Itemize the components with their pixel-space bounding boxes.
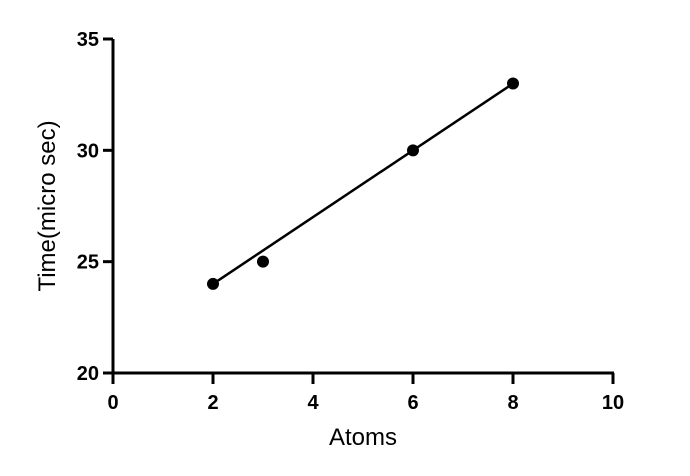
x-tick-label: 10 bbox=[602, 392, 624, 414]
x-tick-label: 8 bbox=[507, 392, 518, 414]
data-points bbox=[207, 77, 519, 290]
fit-line-group bbox=[212, 82, 514, 285]
x-axis-title: Atoms bbox=[329, 424, 397, 451]
data-point bbox=[207, 277, 219, 290]
x-axis-ticks: 0 2 4 6 8 10 bbox=[107, 373, 624, 414]
data-point bbox=[257, 255, 269, 268]
y-tick-label: 30 bbox=[77, 140, 99, 162]
x-tick-label: 2 bbox=[207, 392, 218, 414]
fit-line bbox=[212, 82, 514, 285]
x-tick-label: 0 bbox=[107, 392, 118, 414]
y-tick-label: 20 bbox=[77, 363, 99, 385]
y-axis-ticks: 20 25 30 35 bbox=[77, 29, 113, 385]
y-tick-label: 25 bbox=[77, 252, 99, 274]
x-tick-label: 4 bbox=[307, 392, 319, 414]
y-axis-title: Time(micro sec) bbox=[34, 120, 61, 291]
data-point bbox=[507, 77, 519, 90]
y-tick-label: 35 bbox=[77, 29, 99, 51]
data-point bbox=[407, 144, 419, 157]
x-tick-label: 6 bbox=[407, 392, 418, 414]
